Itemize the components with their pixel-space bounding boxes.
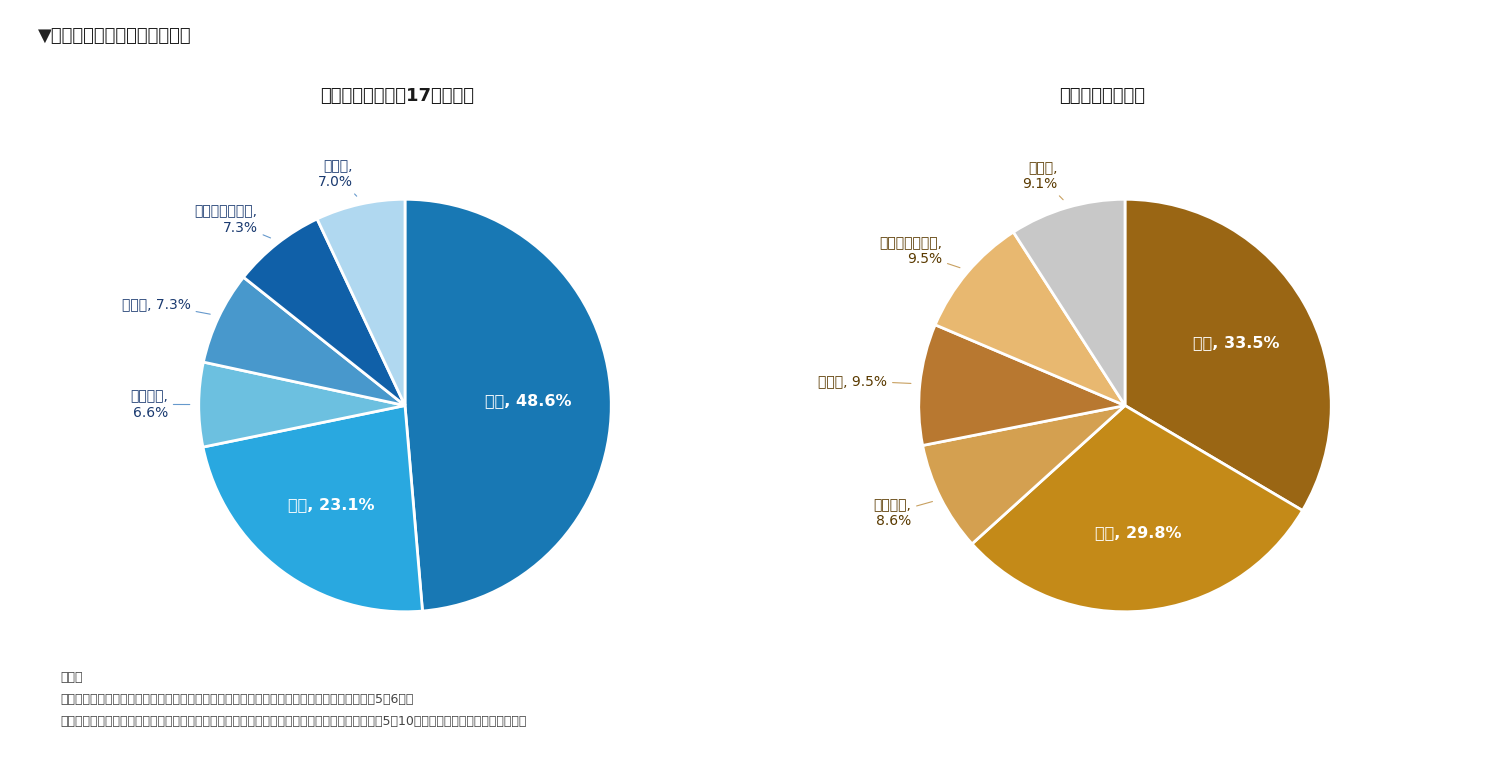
- Wedge shape: [405, 199, 610, 611]
- Wedge shape: [1014, 199, 1125, 406]
- Text: 照明, 29.8%: 照明, 29.8%: [1095, 525, 1180, 540]
- Wedge shape: [204, 277, 405, 406]
- Wedge shape: [1125, 199, 1332, 511]
- Wedge shape: [972, 406, 1302, 612]
- Text: 【夏季　点灯帯（17時頃）】: 【夏季 点灯帯（17時頃）】: [321, 87, 474, 105]
- Text: ▼オフィスビル電力消費の内訳: ▼オフィスビル電力消費の内訳: [38, 27, 190, 45]
- Text: 照明, 23.1%: 照明, 23.1%: [288, 497, 374, 512]
- Text: エレベーター等,
9.5%: エレベーター等, 9.5%: [879, 236, 960, 268]
- Wedge shape: [922, 406, 1125, 543]
- Text: エレベーター等,
7.3%: エレベーター等, 7.3%: [195, 205, 270, 238]
- Wedge shape: [934, 232, 1125, 406]
- Wedge shape: [202, 406, 423, 612]
- Text: その他,
7.0%: その他, 7.0%: [318, 159, 357, 196]
- Text: 複合機, 7.3%: 複合機, 7.3%: [122, 297, 210, 314]
- Text: パソコン,
8.6%: パソコン, 8.6%: [873, 498, 933, 528]
- Text: 空調, 48.6%: 空調, 48.6%: [486, 393, 572, 408]
- Text: パソコン,
6.6%: パソコン, 6.6%: [130, 390, 190, 419]
- Text: 空調, 33.5%: 空調, 33.5%: [1192, 335, 1280, 349]
- Wedge shape: [243, 219, 405, 406]
- Wedge shape: [200, 362, 405, 447]
- Text: 複合機, 9.5%: 複合機, 9.5%: [818, 374, 910, 388]
- Text: 出典：
左図「夏季の省エネ節電メニュー　東北・東京・中部・北陸・関西・中国・四国・九州」令和5年6月、
右図「冬季の省エネ・節電メニュー　東北・東京・中部・北陸: 出典： 左図「夏季の省エネ節電メニュー 東北・東京・中部・北陸・関西・中国・四国…: [60, 671, 526, 728]
- Wedge shape: [920, 325, 1125, 446]
- Text: 【冬季　１日間】: 【冬季 １日間】: [1059, 87, 1146, 105]
- Text: その他,
9.1%: その他, 9.1%: [1023, 161, 1064, 199]
- Wedge shape: [316, 199, 405, 406]
